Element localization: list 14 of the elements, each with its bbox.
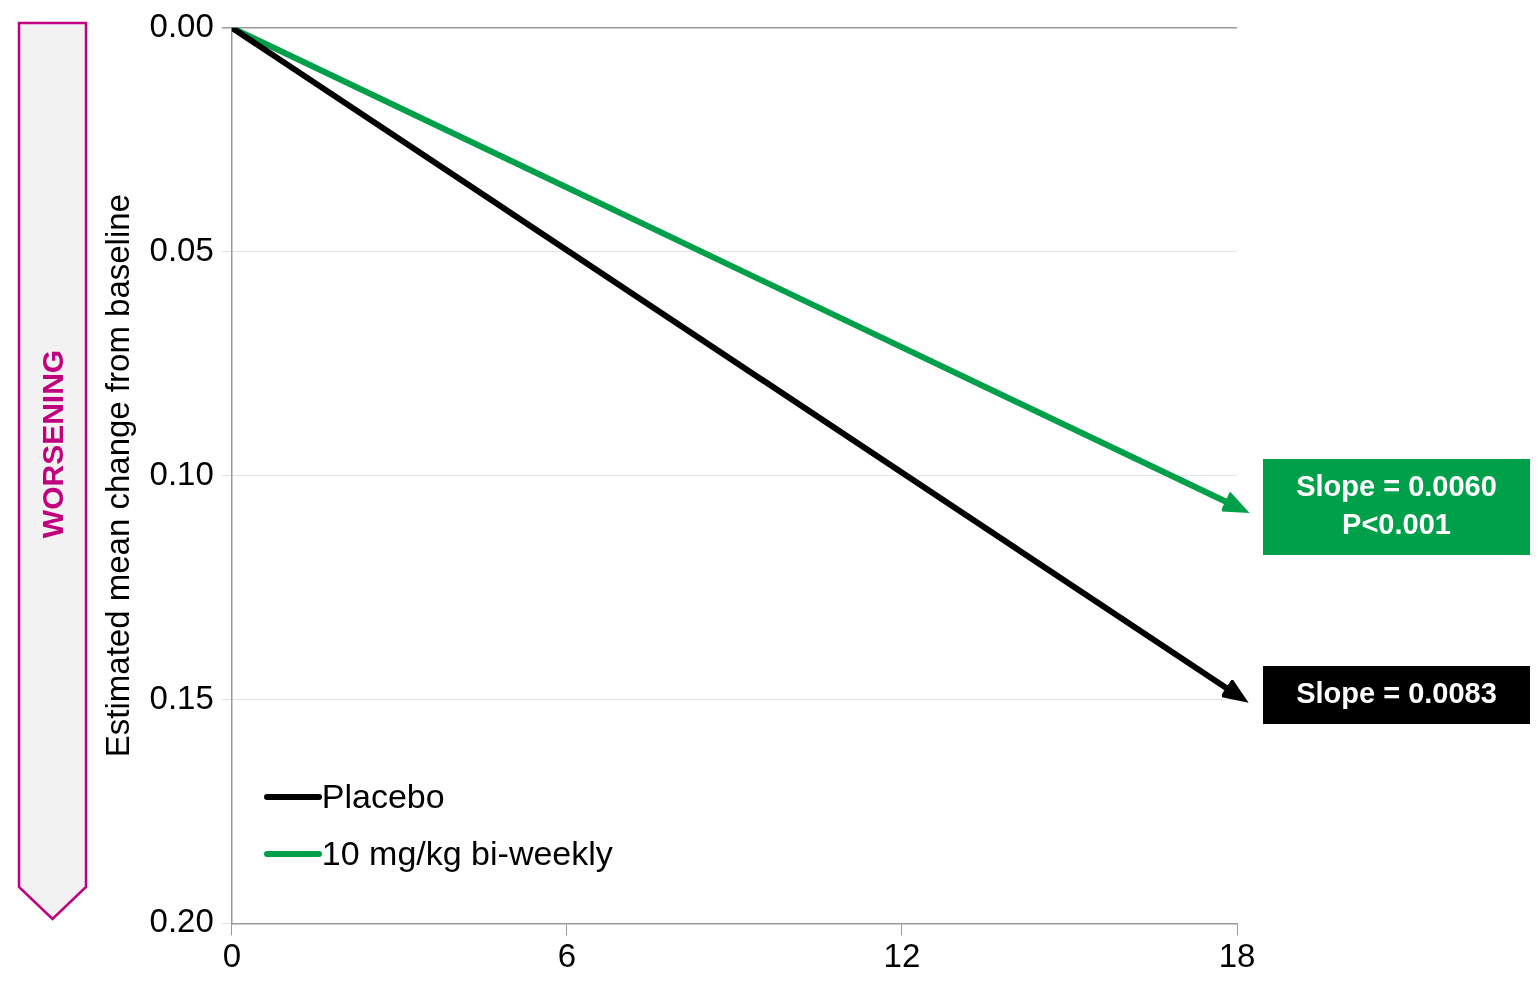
- x-tick-label: 12: [883, 937, 921, 975]
- y-tick-label: 0.20: [149, 902, 214, 940]
- annotation: Slope = 0.0083: [1296, 677, 1497, 710]
- y-axis-title: Estimated mean change from baseline: [98, 194, 136, 758]
- legend-label: Placebo: [321, 777, 445, 817]
- y-tick-label: 0.00: [149, 6, 214, 44]
- x-tick-label: 6: [557, 937, 577, 975]
- y-tick-label: 0.05: [149, 230, 214, 268]
- legend-label: 10 mg/kg bi-weekly: [321, 834, 613, 874]
- y-tick-label: 0.15: [149, 678, 214, 716]
- x-tick-label: 18: [1218, 937, 1256, 975]
- annotation: Slope = 0.0060 P<0.001: [1296, 469, 1497, 540]
- y-tick-label: 0.10: [149, 454, 214, 492]
- x-tick-label: 0: [222, 937, 242, 975]
